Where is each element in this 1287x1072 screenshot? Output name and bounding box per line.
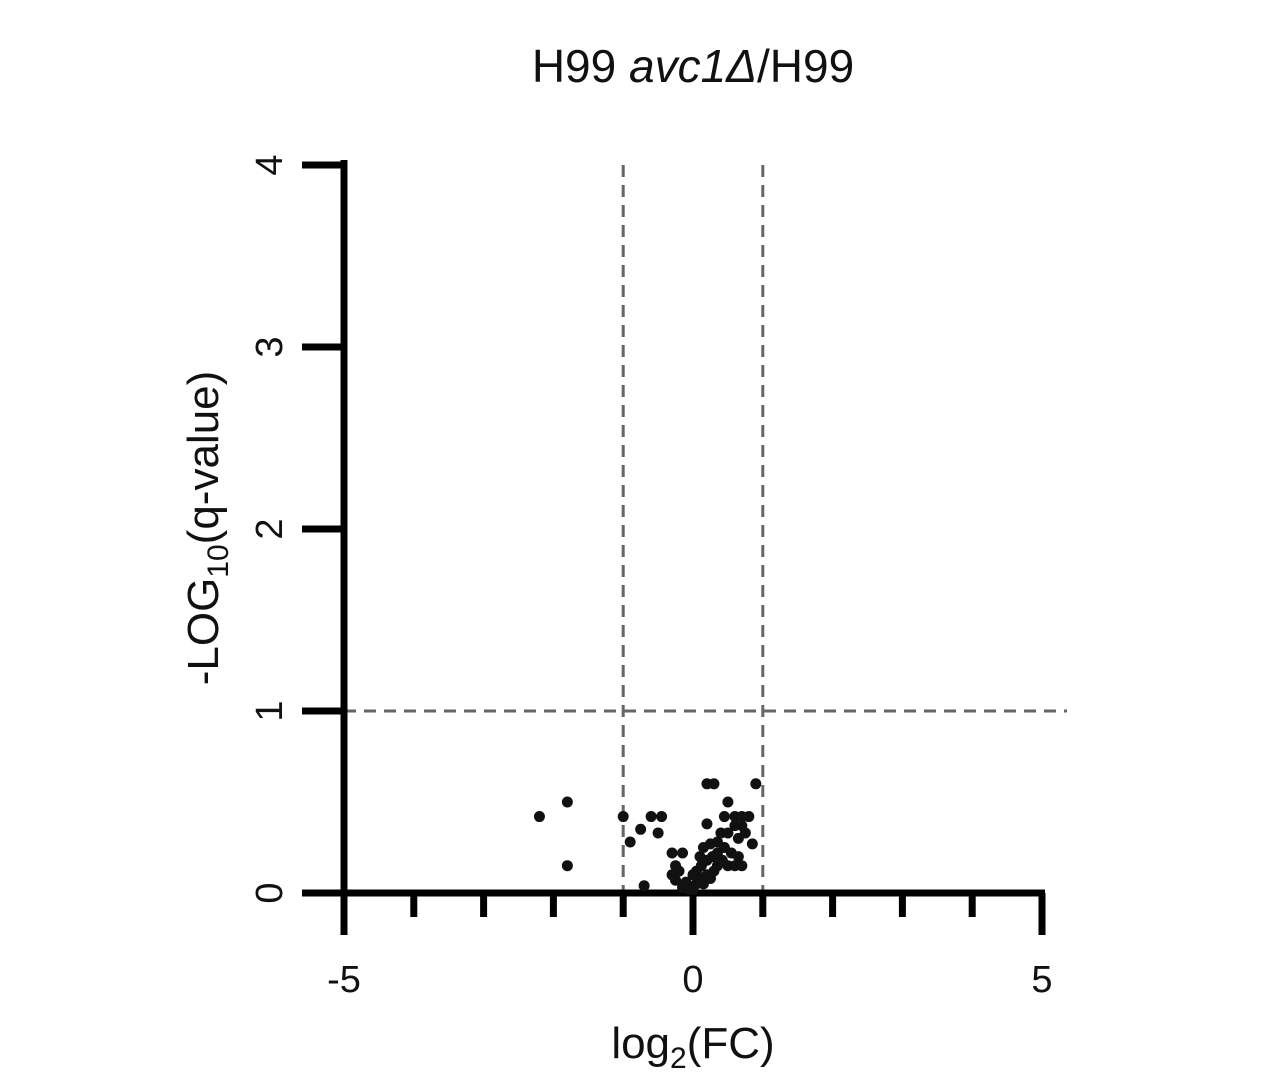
data-point: [722, 796, 734, 808]
x-tick-label: -5: [327, 959, 361, 1001]
x-tick-label: 0: [682, 959, 703, 1001]
x-axis-label-tail: (FC): [687, 1019, 775, 1068]
y-tick-label: 4: [249, 154, 291, 175]
data-point: [694, 851, 706, 863]
data-point: [677, 847, 689, 859]
data-point: [666, 847, 678, 859]
y-tick-label: 0: [249, 882, 291, 903]
chart-title-suffix: /H99: [757, 40, 854, 92]
data-point: [533, 811, 545, 823]
y-axis-label: -LOG10(q-value): [179, 371, 235, 686]
data-point: [561, 796, 573, 808]
data-point: [635, 823, 647, 835]
axes: [302, 160, 1046, 935]
y-axis-label-sub: 10: [202, 544, 235, 577]
threshold-lines: [344, 165, 1067, 893]
data-point: [708, 778, 720, 790]
data-point: [722, 827, 734, 839]
data-point: [652, 827, 664, 839]
x-axis-label: log2(FC): [611, 1019, 774, 1072]
data-point: [638, 880, 650, 892]
data-point: [750, 778, 762, 790]
data-points: [533, 778, 762, 895]
data-point: [561, 860, 573, 872]
data-point: [743, 811, 755, 823]
data-point: [687, 869, 699, 881]
tick-labels: -5 0 5 0 1 2 3 4: [249, 154, 1053, 1001]
data-point: [624, 836, 636, 848]
chart-title: H99 avc1Δ/H99: [532, 40, 854, 92]
chart-title-strain: avc1Δ: [629, 40, 757, 92]
chart-title-prefix: H99: [532, 40, 629, 92]
y-tick-label: 2: [249, 518, 291, 539]
data-point: [645, 811, 657, 823]
data-point: [701, 818, 713, 830]
data-point: [617, 811, 629, 823]
data-point: [656, 811, 668, 823]
y-tick-label: 3: [249, 336, 291, 357]
y-axis-label-tail: (q-value): [179, 371, 228, 545]
data-point: [718, 811, 730, 823]
data-point: [746, 838, 758, 850]
data-point: [736, 820, 748, 832]
y-axis-label-main: -LOG: [179, 578, 228, 686]
x-tick-label: 5: [1031, 959, 1052, 1001]
y-tick-label: 1: [249, 700, 291, 721]
data-point: [732, 851, 744, 863]
x-axis-label-main: log: [611, 1019, 670, 1068]
x-axis-label-sub: 2: [670, 1042, 687, 1072]
data-point: [736, 860, 748, 872]
data-point: [666, 869, 678, 881]
